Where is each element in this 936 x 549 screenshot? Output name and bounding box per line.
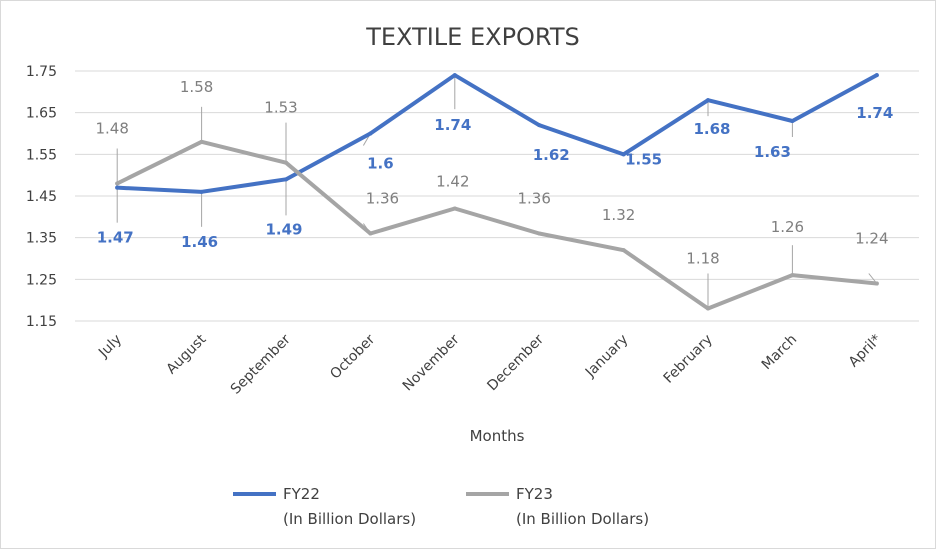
- data-label-fy23: 1.36: [517, 190, 550, 208]
- y-axis-ticks: 1.75 1.65 1.55 1.45 1.35 1.25 1.15: [26, 64, 57, 330]
- y-tick-label: 1.75: [26, 64, 57, 80]
- data-label-fy22: 1.63: [754, 143, 791, 161]
- data-point-fy22: [284, 177, 288, 182]
- y-tick-label: 1.45: [26, 189, 57, 205]
- data-point-fy23: [368, 231, 373, 236]
- x-tick-label: April*: [846, 332, 885, 371]
- series-line-fy22: [115, 73, 879, 194]
- x-tick-label: November: [400, 331, 463, 394]
- data-label-fy22: 1.49: [265, 220, 302, 238]
- x-tick-label: December: [484, 331, 547, 394]
- data-point-fy22: [368, 131, 373, 136]
- data-label-fy22: 1.6: [367, 155, 394, 173]
- x-axis-ticks: July August September October November Decemb…: [95, 331, 884, 397]
- x-tick-label: July: [95, 332, 125, 362]
- data-label-fy23: 1.42: [436, 173, 469, 191]
- x-tick-label: February: [661, 332, 716, 387]
- series-lines: [115, 73, 879, 311]
- data-labels: 1.47 1.46 1.49 1.6 1.74 1.62 1.55 1.68 1.63 1.74 1…: [95, 78, 893, 268]
- data-point-fy22: [790, 119, 795, 123]
- y-tick-label: 1.25: [26, 272, 57, 288]
- data-label-fy23: 1.18: [686, 250, 719, 268]
- data-point-fy22: [537, 123, 542, 128]
- legend-sublabel-fy22: (In Billion Dollars): [283, 510, 416, 528]
- chart-title: TEXTILE EXPORTS: [365, 23, 580, 51]
- data-point-fy22: [621, 152, 626, 157]
- data-point-fy23: [537, 231, 542, 236]
- data-label-fy23: 1.53: [264, 99, 297, 117]
- x-tick-label: August: [163, 331, 209, 377]
- y-tick-label: 1.15: [26, 314, 57, 330]
- x-tick-label: October: [327, 331, 378, 382]
- data-label-fy22: 1.68: [693, 120, 730, 138]
- data-point-fy22: [115, 185, 120, 190]
- data-label-fy22: 1.62: [533, 146, 570, 164]
- data-label-fy22: 1.74: [856, 104, 893, 122]
- data-point-fy23: [199, 139, 204, 144]
- y-tick-label: 1.35: [26, 231, 57, 247]
- data-label-fy23: 1.48: [95, 120, 128, 138]
- data-point-fy22: [199, 189, 204, 194]
- legend-sublabel-fy23: (In Billion Dollars): [516, 510, 649, 528]
- x-tick-label: March: [759, 332, 800, 373]
- data-label-fy23: 1.32: [602, 206, 635, 224]
- data-label-fy23: 1.36: [366, 190, 399, 208]
- data-point-fy23: [621, 248, 626, 253]
- legend-label-fy23: FY23: [516, 485, 553, 503]
- data-label-fy23: 1.26: [771, 218, 804, 236]
- data-label-fy22: 1.55: [625, 150, 662, 168]
- data-point-fy23: [790, 273, 795, 278]
- data-point-fy22: [706, 98, 710, 103]
- data-point-fy22: [452, 73, 457, 78]
- data-label-fy22: 1.46: [181, 233, 218, 251]
- legend-label-fy22: FY22: [283, 485, 320, 503]
- data-point-fy23: [452, 206, 457, 211]
- y-tick-label: 1.65: [26, 106, 57, 122]
- data-label-fy23: 1.24: [855, 230, 888, 248]
- data-point-fy22: [874, 73, 879, 78]
- data-point-fy23: [706, 306, 710, 311]
- data-point-fy23: [874, 281, 879, 286]
- data-point-fy23: [284, 160, 288, 165]
- legend: FY22 (In Billion Dollars) FY23 (In Billion …: [233, 485, 649, 528]
- data-label-fy23: 1.58: [180, 78, 213, 96]
- data-label-fy22: 1.47: [97, 229, 134, 247]
- data-label-leaders: [116, 75, 878, 309]
- x-tick-label: September: [228, 331, 294, 397]
- y-tick-label: 1.55: [26, 147, 57, 163]
- x-tick-label: January: [582, 332, 632, 382]
- x-axis-title: Months: [470, 427, 525, 445]
- series-line-fy23: [115, 139, 879, 311]
- data-point-fy23: [115, 181, 120, 186]
- data-label-fy22: 1.74: [434, 116, 471, 134]
